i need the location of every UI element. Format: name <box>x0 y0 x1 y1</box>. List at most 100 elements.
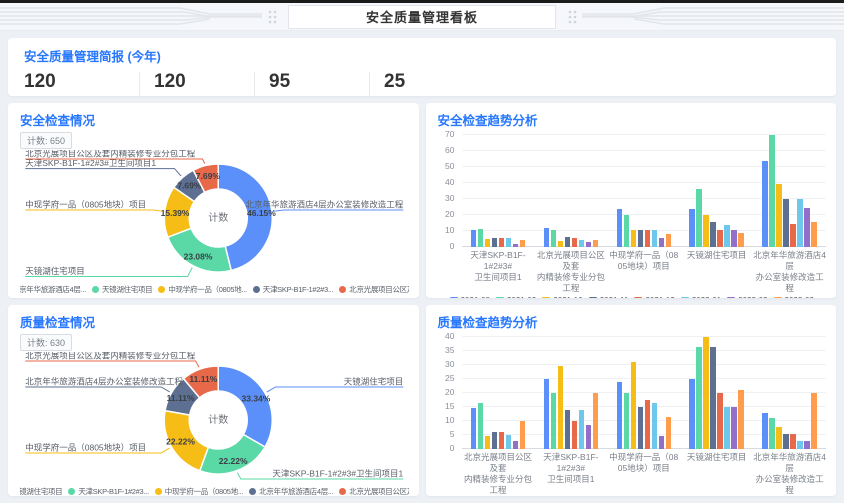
bar-2021-09-c0[interactable] <box>477 228 484 247</box>
legend-item-0[interactable]: 天镜湖住宅项目 <box>20 486 63 496</box>
bar-2021-12-c1[interactable] <box>571 421 578 449</box>
bar-2022-03-c2[interactable] <box>665 234 672 247</box>
bar-2021-10-c4[interactable] <box>776 183 782 247</box>
legend-item-0[interactable]: 北京年华旅游酒店4层... <box>20 284 86 295</box>
bar-2022-03-c1[interactable] <box>592 239 599 247</box>
bar-2022-02-c2[interactable] <box>658 238 665 247</box>
donut-slice-0[interactable] <box>217 365 273 449</box>
bar-2022-03-c2[interactable] <box>665 416 672 449</box>
bar-2021-09-c2[interactable] <box>623 215 630 247</box>
bar-2022-03-c0[interactable] <box>519 239 526 247</box>
bar-2021-12-c0[interactable] <box>498 432 505 449</box>
bar-2021-08-c2[interactable] <box>616 208 623 247</box>
bar-2022-01-c2[interactable] <box>651 402 658 449</box>
bar-2021-12-c0[interactable] <box>498 238 505 247</box>
bar-2021-08-c1[interactable] <box>543 379 550 449</box>
bar-2021-11-c4[interactable] <box>783 199 789 247</box>
legend-item-2021-12[interactable]: 2021-12 <box>634 296 675 298</box>
bar-2021-11-c2[interactable] <box>637 230 644 247</box>
bar-2022-01-c2[interactable] <box>651 230 658 247</box>
donut-slice-4[interactable] <box>182 365 219 399</box>
bar-2022-01-c1[interactable] <box>578 239 585 247</box>
bar-2021-08-c0[interactable] <box>470 230 477 247</box>
bar-2021-10-c3[interactable] <box>703 337 709 449</box>
bar-2021-11-c0[interactable] <box>491 238 498 247</box>
bar-2021-10-c0[interactable] <box>484 239 491 247</box>
bar-2021-12-c4[interactable] <box>790 223 796 247</box>
legend-item-3[interactable]: 天津SKP-B1F-1#2#3... <box>252 284 334 295</box>
donut-slice-0[interactable] <box>217 163 273 272</box>
bar-2021-09-c0[interactable] <box>477 402 484 449</box>
bar-2022-02-c2[interactable] <box>658 436 665 449</box>
bar-2022-02-c3[interactable] <box>731 407 737 449</box>
bar-2021-09-c1[interactable] <box>550 393 557 449</box>
bar-2021-08-c3[interactable] <box>689 208 695 247</box>
bar-2021-12-c2[interactable] <box>644 230 651 247</box>
legend-item-2[interactable]: 中现学府一品（0805地... <box>154 486 244 496</box>
bar-2021-11-c1[interactable] <box>564 409 571 449</box>
bar-2022-03-c0[interactable] <box>519 421 526 449</box>
bar-2021-08-c1[interactable] <box>543 227 550 247</box>
bar-2021-11-c1[interactable] <box>564 236 571 247</box>
bar-2021-10-c2[interactable] <box>630 230 637 247</box>
bar-2021-08-c3[interactable] <box>689 379 695 449</box>
bar-2022-02-c3[interactable] <box>731 230 737 247</box>
bar-2021-08-c4[interactable] <box>762 161 768 247</box>
bar-2022-01-c4[interactable] <box>797 199 803 247</box>
bar-2022-02-c0[interactable] <box>512 440 519 449</box>
bar-2022-03-c3[interactable] <box>738 233 744 247</box>
legend-item-2022-03[interactable]: 2022-03 <box>773 296 814 298</box>
bar-2022-01-c1[interactable] <box>578 409 585 449</box>
bar-2021-09-c3[interactable] <box>696 188 702 247</box>
legend-item-2[interactable]: 中现学府一品（0805地... <box>158 284 247 295</box>
bar-2021-12-c2[interactable] <box>644 400 651 449</box>
bar-2022-01-c0[interactable] <box>505 238 512 247</box>
bar-2021-12-c3[interactable] <box>717 393 723 449</box>
bar-2022-01-c3[interactable] <box>724 224 730 247</box>
bar-2021-09-c3[interactable] <box>696 346 702 449</box>
bar-2021-09-c4[interactable] <box>769 135 775 247</box>
bar-2022-02-c4[interactable] <box>804 440 810 449</box>
bar-2022-01-c0[interactable] <box>505 435 512 449</box>
bar-2021-11-c3[interactable] <box>710 346 716 449</box>
donut-slice-1[interactable] <box>166 227 233 273</box>
bar-2021-12-c1[interactable] <box>571 238 578 247</box>
bar-2021-10-c4[interactable] <box>776 426 782 449</box>
legend-item-1[interactable]: 天津SKP-B1F-1#2#3... <box>68 486 149 496</box>
legend-item-2021-10[interactable]: 2021-10 <box>542 296 583 298</box>
bar-2021-08-c0[interactable] <box>470 408 477 449</box>
bar-2021-08-c4[interactable] <box>762 412 768 449</box>
bar-2022-01-c3[interactable] <box>724 407 730 449</box>
legend-item-2021-09[interactable]: 2021-09 <box>495 296 536 298</box>
bar-2021-11-c4[interactable] <box>783 433 789 449</box>
legend-item-4[interactable]: 北京光展项目公区及套... <box>339 486 409 496</box>
bar-2022-02-c1[interactable] <box>585 425 592 449</box>
bar-2021-08-c2[interactable] <box>616 381 623 449</box>
legend-item-3[interactable]: 北京年华旅游酒店4层... <box>249 486 334 496</box>
bar-2021-10-c1[interactable] <box>557 241 564 247</box>
bar-2021-11-c0[interactable] <box>491 432 498 449</box>
legend-item-2022-02[interactable]: 2022-02 <box>727 296 768 298</box>
bar-2022-03-c4[interactable] <box>811 222 817 247</box>
bar-2021-09-c4[interactable] <box>769 418 775 449</box>
bar-2022-02-c0[interactable] <box>512 243 519 247</box>
donut-slice-4[interactable] <box>192 163 219 194</box>
legend-item-1[interactable]: 天镜湖住宅项目 <box>91 284 153 295</box>
bar-2022-01-c4[interactable] <box>797 440 803 449</box>
bar-2022-02-c4[interactable] <box>804 207 810 247</box>
bar-2022-03-c1[interactable] <box>592 393 599 449</box>
bar-2021-11-c2[interactable] <box>637 407 644 449</box>
legend-item-2021-08[interactable]: 2021-08 <box>449 296 490 298</box>
bar-2021-10-c0[interactable] <box>484 436 491 449</box>
legend-item-2021-11[interactable]: 2021-11 <box>588 296 628 298</box>
bar-2021-10-c2[interactable] <box>630 362 637 449</box>
bar-2021-11-c3[interactable] <box>710 222 716 247</box>
bar-2021-12-c4[interactable] <box>790 433 796 449</box>
bar-2021-10-c1[interactable] <box>557 366 564 449</box>
legend-item-4[interactable]: 北京光展项目公区及套... <box>339 284 409 295</box>
bar-2022-03-c4[interactable] <box>811 393 817 449</box>
bar-2021-09-c2[interactable] <box>623 393 630 449</box>
bar-2021-09-c1[interactable] <box>550 230 557 247</box>
legend-item-2022-01[interactable]: 2022-01 <box>680 296 721 298</box>
bar-2021-12-c3[interactable] <box>717 230 723 247</box>
